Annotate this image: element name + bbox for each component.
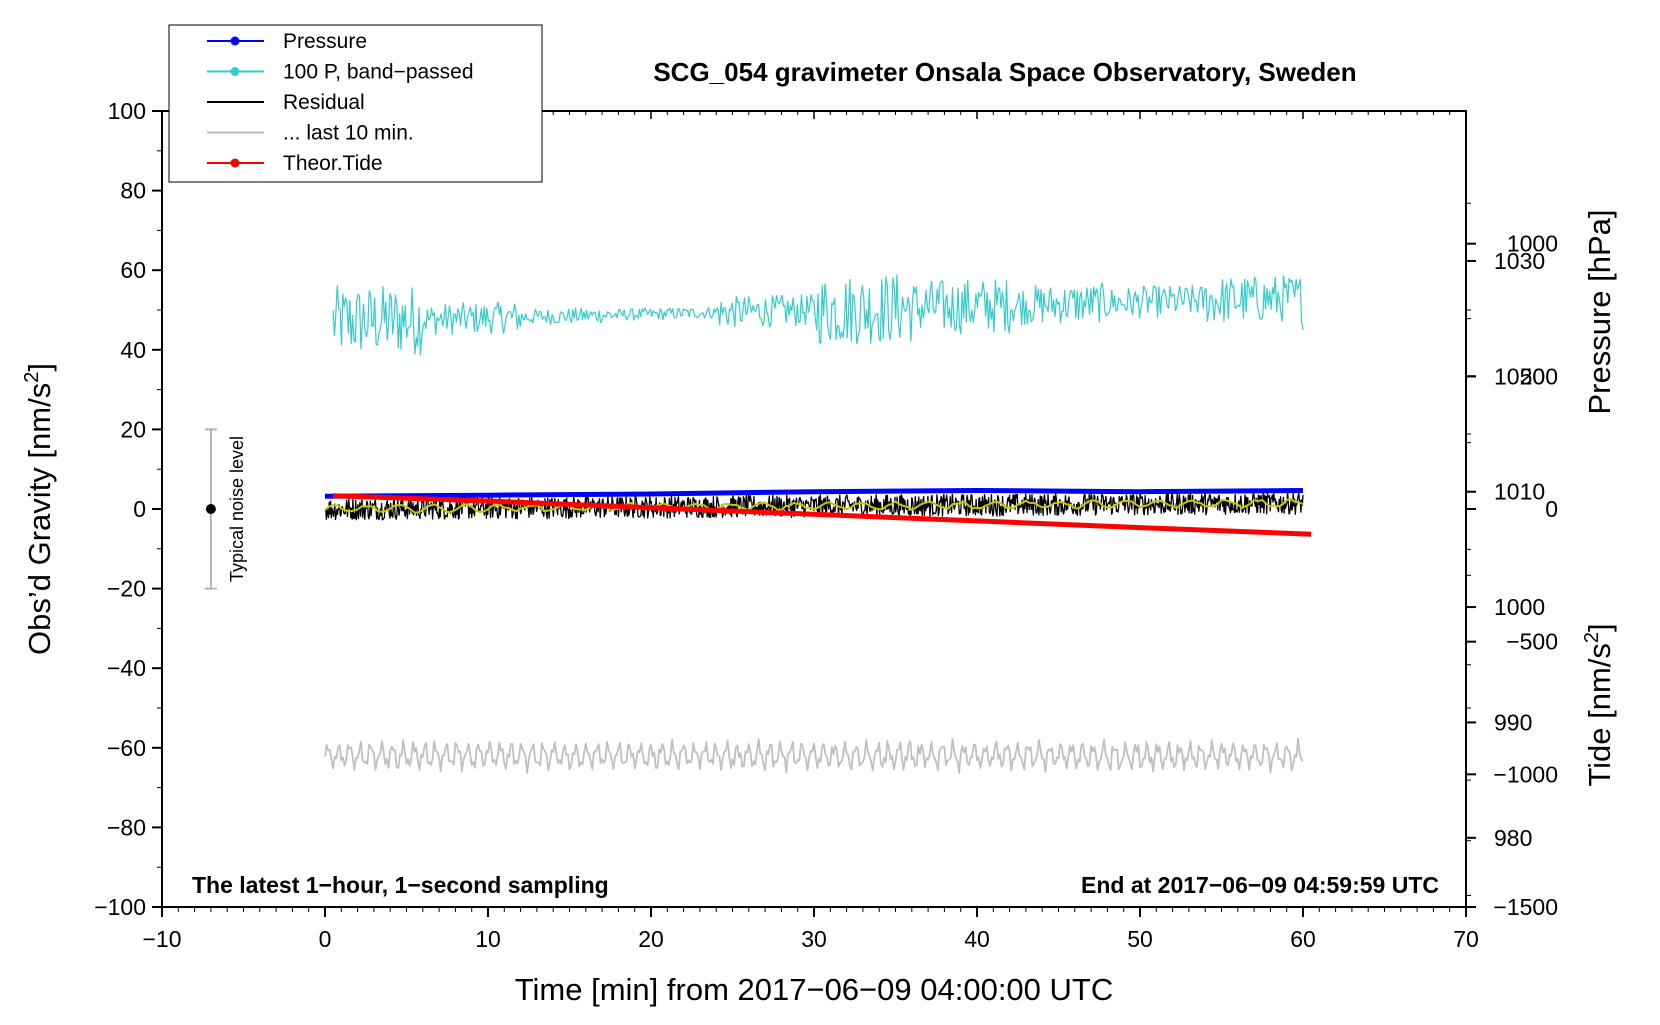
pressure-tick-label: 1010	[1494, 479, 1545, 505]
x-tick-label: 30	[801, 926, 827, 952]
series-theor-tide	[333, 493, 1312, 537]
chart-title: SCG_054 gravimeter Onsala Space Observat…	[653, 57, 1356, 87]
x-tick-label: 10	[475, 926, 501, 952]
pressure-tick-label: 1000	[1494, 594, 1545, 620]
bottom-left-note: The latest 1−hour, 1−second sampling	[192, 872, 609, 898]
data-series	[324, 274, 1312, 774]
series-pressure	[324, 488, 1304, 499]
y-axis-title-sup: 2	[21, 372, 43, 383]
y-tick-label: 40	[120, 337, 146, 363]
y-tick-label: 0	[133, 496, 146, 522]
legend-box	[168, 24, 543, 183]
tide-tick-label: 500	[1520, 363, 1558, 389]
legend: Pressure 100 P, band−passed Residual ... la…	[168, 24, 543, 183]
x-axis-title: Time [min] from 2017−06−09 04:00:00 UTC	[515, 972, 1114, 1007]
pressure-tick-label: 1020	[1494, 363, 1545, 389]
tide-axis-title: Tide [nm/s2]	[1581, 623, 1617, 786]
y-tick-label: 60	[120, 257, 146, 283]
legend-label: ... last 10 min.	[283, 122, 414, 145]
y-axis-title-end: ]	[22, 363, 57, 372]
pressure-tick-label: 1030	[1494, 248, 1545, 274]
y-axis-title-main: Obs’d Gravity [nm/s	[22, 383, 57, 655]
x-tick-label: 20	[638, 926, 664, 952]
x-tick-label: 40	[964, 926, 990, 952]
x-tick-label: 70	[1453, 926, 1479, 952]
pressure-axis-title: Pressure [hPa]	[1582, 209, 1617, 414]
x-tick-label: 0	[319, 926, 332, 952]
tide-tick-label: 1000	[1507, 231, 1558, 257]
tide-axis-title-main: Tide [nm/s	[1582, 643, 1617, 787]
noise-label: Typical noise level	[227, 436, 247, 582]
y-tick-label: −80	[107, 814, 146, 840]
x-tick-label: 60	[1290, 926, 1316, 952]
pressure-tick-label: 990	[1494, 709, 1532, 735]
legend-marker	[230, 67, 240, 76]
legend-label: Theor.Tide	[283, 152, 383, 175]
y-tick-label: 20	[120, 416, 146, 442]
y-tick-label: −100	[94, 894, 146, 920]
legend-label: Residual	[283, 91, 365, 114]
y-axis-title: Obs’d Gravity [nm/s2]	[21, 363, 57, 655]
x-tick-label: −10	[142, 926, 181, 952]
series-100-p-band-passed	[332, 274, 1304, 356]
tide-axis-title-sup: 2	[1581, 632, 1603, 643]
series--last-10-min-	[324, 737, 1304, 774]
bottom-right-note: End at 2017−06−09 04:59:59 UTC	[1081, 872, 1439, 898]
noise-indicator: Typical noise level	[204, 428, 247, 590]
tide-axis-title-end: ]	[1582, 623, 1617, 632]
y-tick-label: 80	[120, 178, 146, 204]
axis-ticks: −10 0 10 20 30 40 50 60 70−100−80−60−40−20020406…	[94, 98, 1558, 952]
legend-marker	[230, 158, 240, 168]
tide-tick-label: −1500	[1493, 894, 1558, 920]
noise-bar-center	[205, 504, 216, 514]
legend-marker	[230, 36, 240, 46]
legend-label: Pressure	[283, 30, 367, 53]
y-tick-label: −40	[107, 655, 146, 681]
tide-tick-label: −1000	[1493, 761, 1558, 787]
tide-tick-label: 0	[1545, 496, 1558, 522]
pressure-tick-label: 980	[1494, 825, 1532, 851]
y-tick-label: 100	[108, 98, 146, 124]
x-tick-label: 50	[1127, 926, 1153, 952]
tide-tick-label: −500	[1506, 629, 1558, 655]
legend-label: 100 P, band−passed	[283, 61, 474, 84]
y-tick-label: −60	[107, 735, 146, 761]
y-tick-label: −20	[107, 576, 146, 602]
series-residual-smoothed	[324, 497, 1304, 514]
